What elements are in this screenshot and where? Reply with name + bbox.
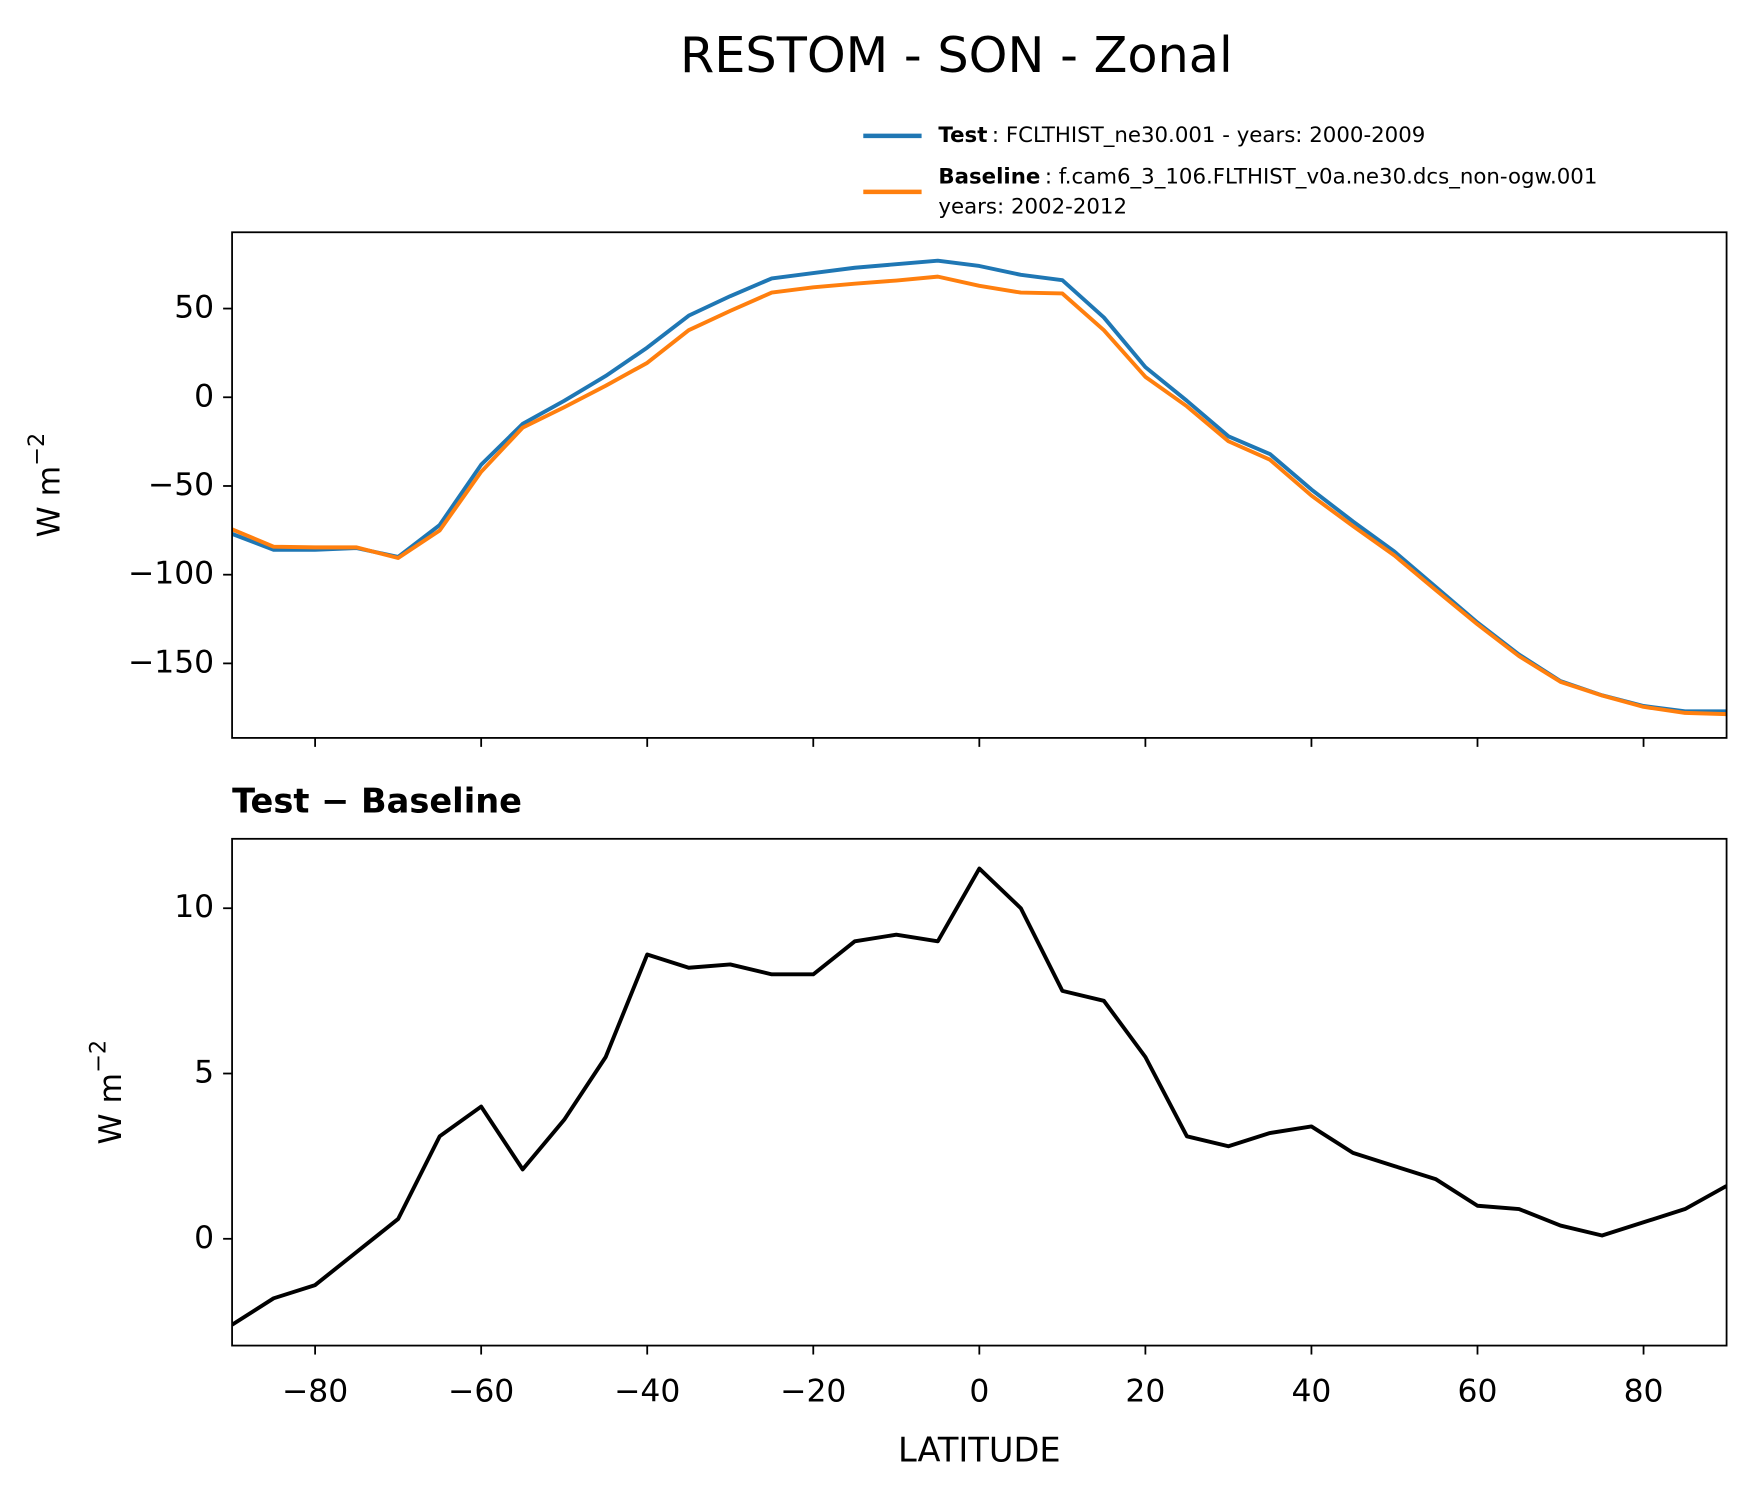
data-line [232, 866, 1727, 1327]
y-axis-label-main: W m [93, 1073, 129, 1145]
legend-entry: Baseline: f.cam6_3_106.FLTHIST_v0a.ne30.… [938, 164, 1597, 189]
y-tick-label: −150 [128, 644, 214, 680]
legend-description: : f.cam6_3_106.FLTHIST_v0a.ne30.dcs_non-… [1045, 164, 1598, 189]
legend-description-2: years: 2002-2012 [938, 195, 1127, 220]
subtitle: Test − Baseline [232, 781, 522, 820]
y-tick-label: 50 [174, 290, 214, 326]
y-tick-label: 5 [194, 1055, 214, 1091]
data-line [232, 274, 1727, 717]
y-tick-label: −100 [128, 556, 214, 592]
y-tick-label: 0 [194, 1220, 214, 1256]
legend-description: : FCLTHIST_ne30.001 - years: 2000-2009 [992, 123, 1425, 148]
x-tick-label: 60 [1458, 1374, 1498, 1410]
x-tick-label: −60 [448, 1374, 514, 1410]
x-tick-label: −80 [282, 1374, 348, 1410]
legend-entry: Test: FCLTHIST_ne30.001 - years: 2000-20… [938, 123, 1425, 148]
x-axis-label: LATITUDE [898, 1431, 1061, 1470]
y-axis-label: W m−2 [85, 1040, 129, 1145]
legend-name: Test [938, 123, 987, 148]
y-tick-label: −50 [148, 467, 214, 503]
y-axis-label-sup: −2 [85, 1040, 111, 1073]
y-tick-label: 0 [194, 378, 214, 414]
legend-name: Baseline [938, 164, 1040, 189]
y-axis-label-main: W m [31, 466, 67, 538]
y-axis-label: W m−2 [23, 433, 67, 538]
axes-frame [231, 837, 1728, 1347]
y-axis-label-sup: −2 [23, 433, 49, 466]
y-tick-label: 10 [174, 889, 214, 925]
x-tick-label: 80 [1624, 1374, 1664, 1410]
x-tick-label: 0 [969, 1374, 989, 1410]
x-tick-label: 40 [1291, 1374, 1331, 1410]
x-tick-label: 20 [1125, 1374, 1165, 1410]
figure-title: RESTOM - SON - Zonal [680, 26, 1233, 84]
x-tick-label: −20 [780, 1374, 846, 1410]
axes-frame [231, 231, 1728, 739]
x-tick-label: −40 [614, 1374, 680, 1410]
